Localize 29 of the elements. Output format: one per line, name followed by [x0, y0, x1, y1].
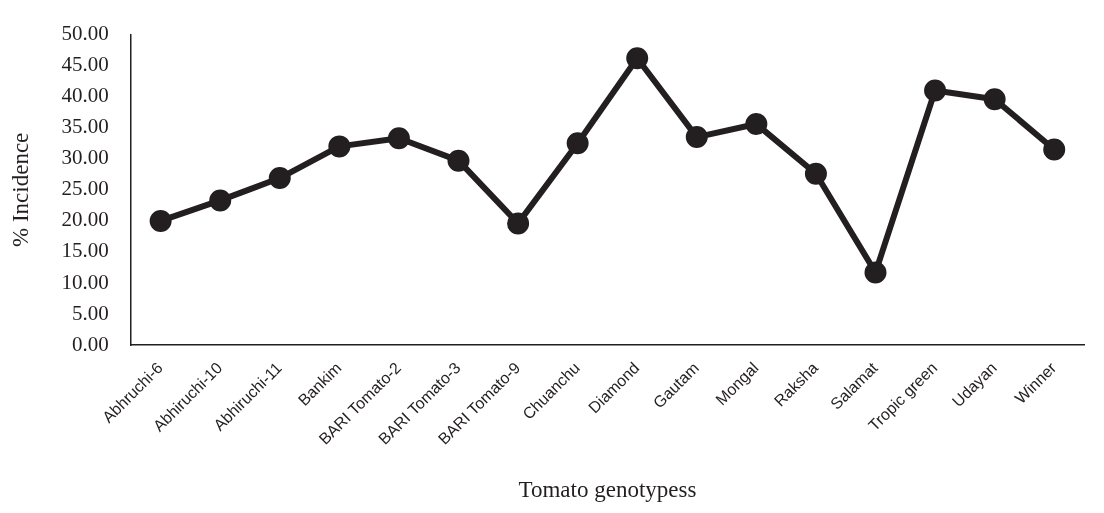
point — [387, 127, 410, 150]
y-axis-title: % Incidence — [7, 132, 33, 248]
y-tick-label: 0.00 — [72, 331, 109, 356]
point — [804, 162, 827, 185]
point — [447, 149, 470, 172]
point — [149, 209, 172, 232]
y-tick-label: 10.00 — [61, 269, 109, 294]
point — [328, 135, 351, 158]
y-tick-label: 40.00 — [61, 83, 109, 108]
y-tick-label: 25.00 — [61, 176, 109, 201]
y-tick-label: 45.00 — [61, 52, 109, 77]
point — [1043, 138, 1066, 161]
point — [209, 189, 232, 212]
y-tick-label: 50.00 — [61, 21, 109, 46]
point — [268, 167, 291, 190]
point — [924, 79, 947, 102]
point — [983, 88, 1006, 111]
y-tick-label: 15.00 — [61, 238, 109, 263]
x-axis-title: Tomato genotypess — [518, 477, 697, 503]
y-tick-label: 20.00 — [61, 207, 109, 232]
y-tick-label: 5.00 — [72, 300, 109, 325]
point — [685, 126, 708, 149]
point — [864, 261, 887, 284]
y-tick-label: 35.00 — [61, 114, 109, 139]
point — [507, 212, 530, 235]
point — [745, 113, 768, 136]
point — [626, 47, 649, 70]
y-tick-label: 30.00 — [61, 145, 109, 170]
point — [566, 132, 589, 155]
